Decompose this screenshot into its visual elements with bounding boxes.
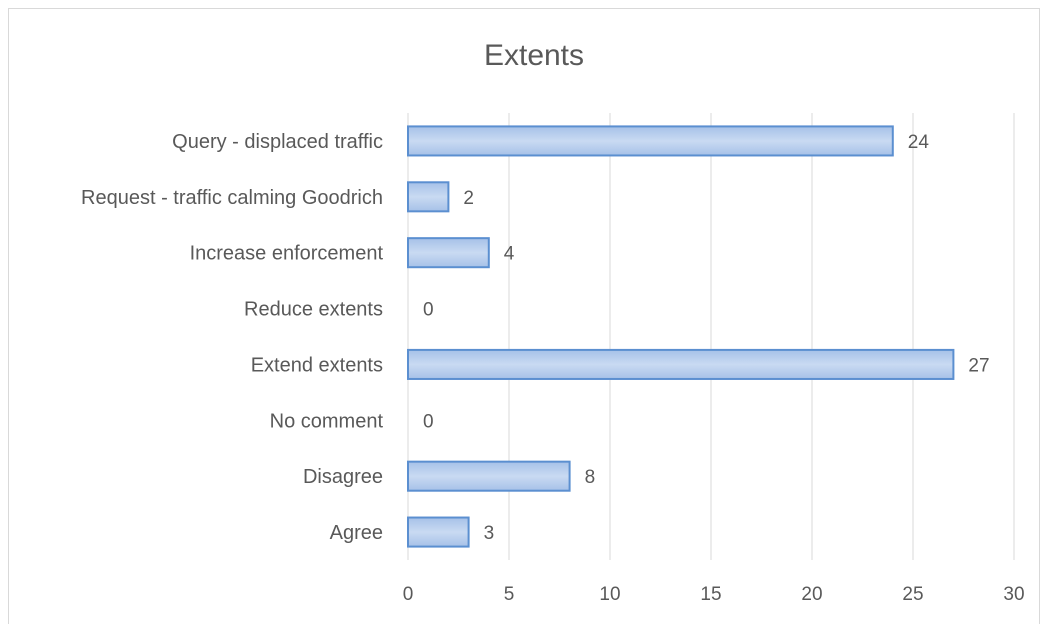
data-label: 8	[585, 467, 596, 488]
x-tick-label: 5	[504, 584, 515, 605]
chart-frame	[8, 8, 1040, 624]
bar	[407, 460, 571, 492]
data-label: 27	[968, 355, 989, 376]
category-label: Extend extents	[251, 354, 383, 376]
gridlines	[407, 113, 1015, 560]
bars	[407, 125, 955, 548]
x-tick-label: 15	[700, 584, 721, 605]
x-tick-label: 30	[1003, 584, 1024, 605]
x-tick-label: 25	[902, 584, 923, 605]
x-tick-label: 20	[801, 584, 822, 605]
category-label: No comment	[270, 410, 384, 432]
data-label: 2	[463, 188, 474, 209]
data-label: 24	[908, 132, 930, 153]
bar	[407, 516, 470, 548]
data-labels: 3 8 0 27 0 4 2 24	[423, 132, 990, 544]
category-labels: Agree Disagree No comment Extend extents Red…	[81, 131, 383, 544]
x-axis-ticks: 0 5 10 15 20 25 30	[403, 584, 1025, 605]
category-label: Disagree	[303, 466, 383, 488]
chart-title: Extents	[484, 39, 584, 72]
bar	[407, 348, 955, 380]
category-label: Increase enforcement	[190, 243, 384, 265]
category-label: Reduce extents	[244, 299, 383, 321]
x-tick-label: 10	[599, 584, 620, 605]
data-label: 4	[504, 244, 515, 265]
data-label: 3	[484, 523, 495, 544]
category-label: Agree	[330, 522, 383, 544]
category-label: Request - traffic calming Goodrich	[81, 187, 383, 209]
data-label: 0	[423, 411, 434, 432]
category-label: Query - displaced traffic	[172, 131, 383, 153]
bar	[407, 181, 450, 213]
x-tick-label: 0	[403, 584, 414, 605]
data-label: 0	[423, 300, 434, 321]
bar	[407, 237, 490, 269]
bar	[407, 125, 894, 157]
